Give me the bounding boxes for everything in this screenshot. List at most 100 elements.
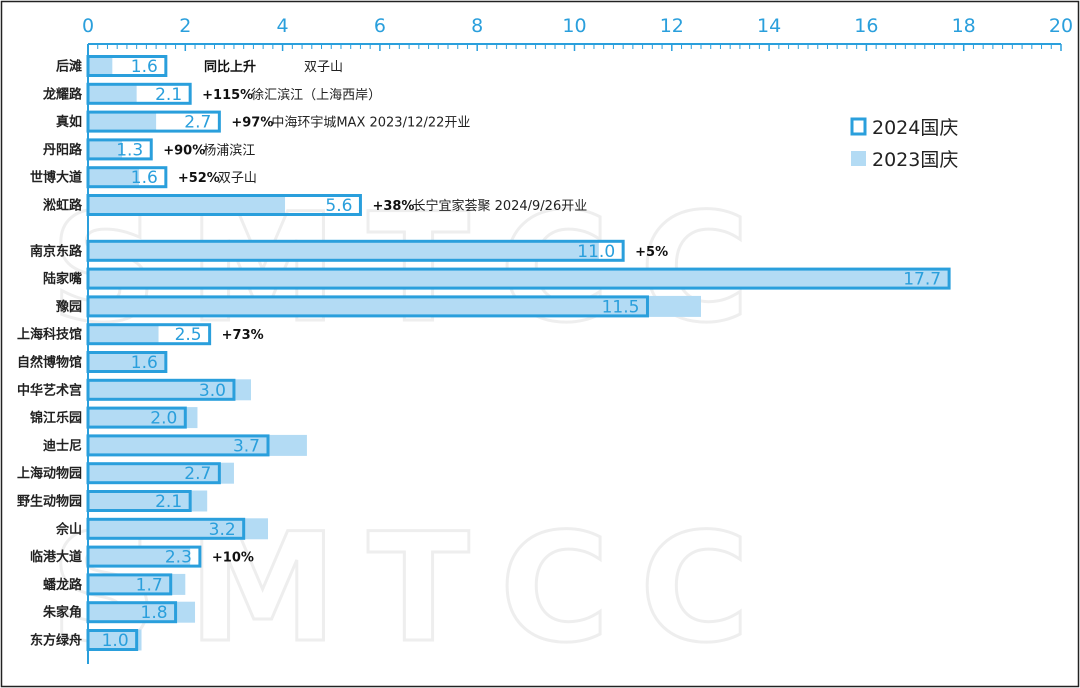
- annotation-label: 中海环宇城MAX 2023/12/22开业: [271, 116, 470, 131]
- bar-2023: [88, 601, 196, 623]
- x-tick-label: 14: [757, 15, 781, 37]
- bar-2024: [86, 82, 192, 105]
- annotation-label: 长宁宜家荟聚 2024/9/26开业: [412, 198, 587, 214]
- bar-2024: [86, 55, 168, 77]
- x-tick-label: 4: [277, 15, 289, 37]
- bar-2023: [88, 323, 159, 345]
- bar-2024: [86, 110, 221, 133]
- data-label: 2.5: [175, 325, 202, 345]
- bar-2023: [88, 490, 208, 512]
- category-label: 朱家角: [42, 605, 82, 621]
- bar-2024: [86, 267, 951, 290]
- data-label: 11.5: [602, 297, 640, 317]
- category-label: 蟠龙路: [43, 577, 83, 593]
- bar-2023: [88, 462, 234, 484]
- annotation-label: 杨浦滨江: [203, 142, 255, 158]
- bar-2023: [88, 573, 186, 595]
- legend-label-2023: 2023国庆: [872, 149, 958, 171]
- category-label: 丹阳路: [43, 142, 83, 158]
- x-tick-label: 20: [1049, 15, 1073, 37]
- legend-label-2024: 2024国庆: [872, 117, 958, 139]
- bar-2023: [88, 55, 113, 77]
- bar-2023: [88, 351, 166, 373]
- bar-2024: [86, 323, 212, 346]
- data-label: 1.8: [141, 603, 168, 623]
- category-label: 上海动物园: [17, 466, 82, 482]
- category-label: 野生动物园: [17, 494, 82, 510]
- bar-2024: [86, 517, 246, 540]
- category-label: 后滩: [56, 59, 82, 75]
- bar-2024: [86, 138, 153, 161]
- data-label: 1.6: [131, 353, 158, 373]
- category-label: 上海科技馆: [17, 327, 82, 343]
- bar-2024: [86, 194, 362, 216]
- data-label: 2.1: [155, 492, 182, 512]
- category-label: 真如: [56, 114, 82, 130]
- category-label: 中华艺术宫: [17, 382, 82, 398]
- bar-2024: [86, 629, 139, 651]
- x-tick-label: 2: [179, 15, 191, 37]
- bar-2023: [88, 434, 307, 456]
- x-tick-label: 8: [471, 15, 483, 37]
- bar-2023: [88, 83, 137, 105]
- data-label: 11.0: [577, 242, 615, 262]
- data-label: 1.6: [131, 57, 158, 77]
- district-header-label: 双子山: [304, 60, 343, 75]
- bar-2024: [86, 406, 187, 429]
- data-label: 5.6: [325, 196, 352, 216]
- bar-2023: [88, 379, 251, 401]
- category-label: 佘山: [55, 521, 82, 537]
- yoy-label: +5%: [635, 245, 668, 260]
- bar-2024: [86, 573, 173, 596]
- data-label: 2.3: [165, 548, 192, 568]
- yoy-label: +52%: [178, 171, 220, 186]
- annotation-label: 双子山: [218, 171, 257, 186]
- bar-2023: [88, 546, 191, 568]
- category-label: 淞虹路: [43, 198, 83, 214]
- data-label: 1.7: [136, 575, 163, 595]
- data-label: 17.7: [903, 270, 941, 290]
- yoy-label: +38%: [372, 199, 414, 214]
- data-label: 1.3: [116, 140, 143, 160]
- bar-2024: [86, 601, 178, 624]
- category-label: 陆家嘴: [43, 271, 82, 287]
- annotation-label: 徐汇滨江（上海西岸）: [251, 87, 381, 103]
- category-label: 自然博物馆: [17, 355, 82, 371]
- legend-swatch-2024: [850, 117, 867, 136]
- x-tick-label: 10: [562, 15, 586, 37]
- bar-2023: [88, 407, 198, 429]
- bar-2023: [88, 518, 269, 540]
- yoy-label: +73%: [222, 328, 264, 343]
- data-label: 3.2: [209, 520, 236, 540]
- data-label: 3.0: [199, 381, 226, 401]
- yoy-header-label: 同比上升: [204, 59, 256, 75]
- bar-2023: [88, 268, 950, 290]
- category-label: 南京东路: [30, 243, 83, 259]
- bar-2024: [86, 490, 192, 512]
- category-label: 豫园: [56, 299, 82, 315]
- data-label: 2.7: [184, 113, 211, 133]
- category-label: 临港大道: [30, 549, 82, 565]
- bar-2024: [86, 166, 168, 189]
- x-tick-label: 12: [660, 15, 684, 37]
- category-label: 龙耀路: [43, 86, 83, 102]
- bar-2023: [88, 138, 123, 160]
- yoy-label: +10%: [212, 551, 254, 566]
- yoy-label: +115%: [202, 88, 253, 103]
- bar-2023: [88, 166, 140, 188]
- data-label: 1.6: [131, 168, 158, 188]
- x-tick-label: 0: [82, 15, 94, 37]
- data-label: 1.0: [102, 631, 129, 651]
- category-label: 世博大道: [30, 170, 82, 186]
- data-label: 3.7: [233, 436, 260, 456]
- bar-2023: [88, 295, 701, 317]
- bar-2024: [86, 378, 236, 401]
- yoy-label: +90%: [163, 143, 205, 158]
- bar-2024: [86, 239, 625, 262]
- bar-2023: [88, 629, 142, 651]
- bar-2024: [86, 545, 202, 568]
- bar-2024: [86, 462, 221, 485]
- category-label: 锦江乐园: [30, 410, 82, 426]
